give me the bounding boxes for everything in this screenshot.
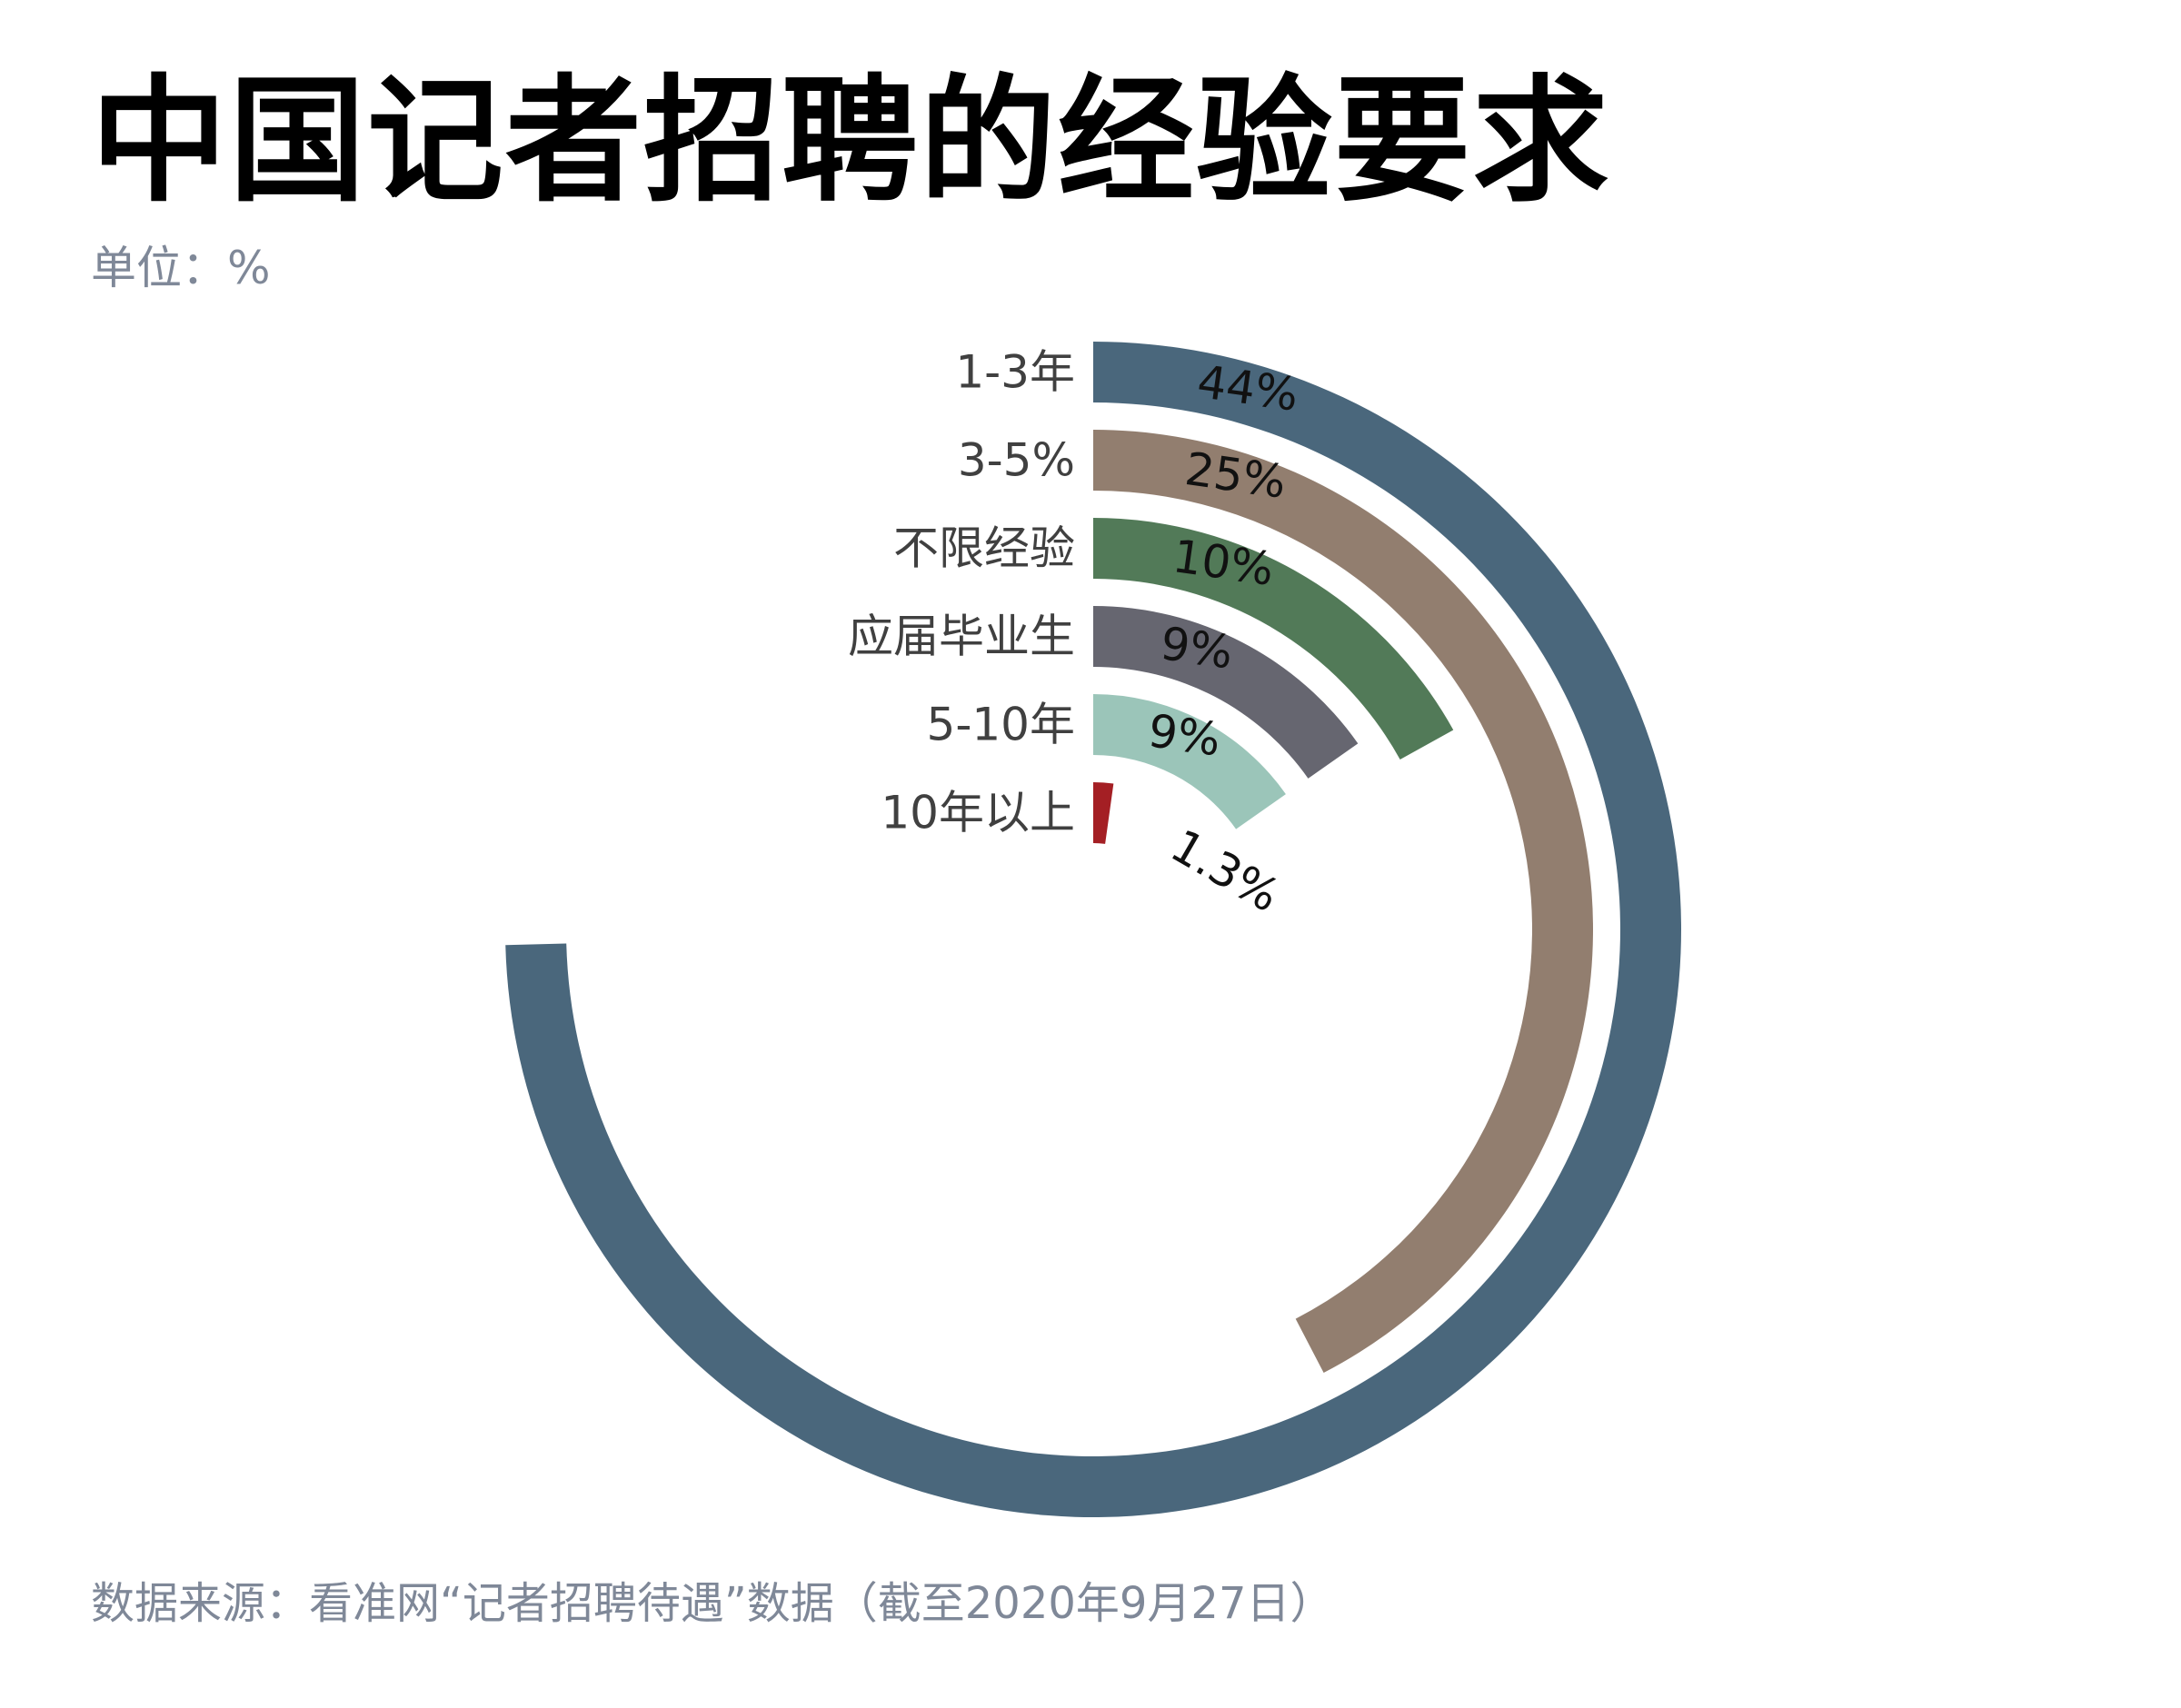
- value-label: 9%: [1158, 617, 1237, 679]
- category-label: 10年以上: [881, 787, 1075, 839]
- chart-bars: [505, 342, 1682, 1517]
- category-label: 1-3年: [955, 346, 1075, 399]
- category-label: 5-10年: [927, 699, 1075, 751]
- radial-bar-3: [1093, 518, 1454, 760]
- chart-labels: 1-3年 44%3-5% 25%不限经验 10%应届毕业生 9%5-10年 9%10年以上…: [848, 346, 1301, 923]
- page-title: 中国记者招聘的经验要求: [91, 63, 1611, 221]
- category-label: 3-5%: [958, 434, 1075, 487]
- value-label: 9%: [1145, 704, 1224, 766]
- radial-bar-5: [1093, 694, 1286, 829]
- radial-bar-6: [1093, 782, 1114, 844]
- radial-bar-4: [1093, 606, 1359, 779]
- category-label: 不限经验: [893, 522, 1075, 575]
- radial-bar-2: [1093, 430, 1593, 1374]
- source-note: 数据来源：看准网“记者招聘待遇”数据（截至2020年9月27日）: [91, 1578, 1334, 1629]
- value-label: 1.3%: [1162, 819, 1289, 923]
- unit-label: 单位：%: [91, 242, 271, 294]
- category-label: 应届毕业生: [848, 611, 1075, 663]
